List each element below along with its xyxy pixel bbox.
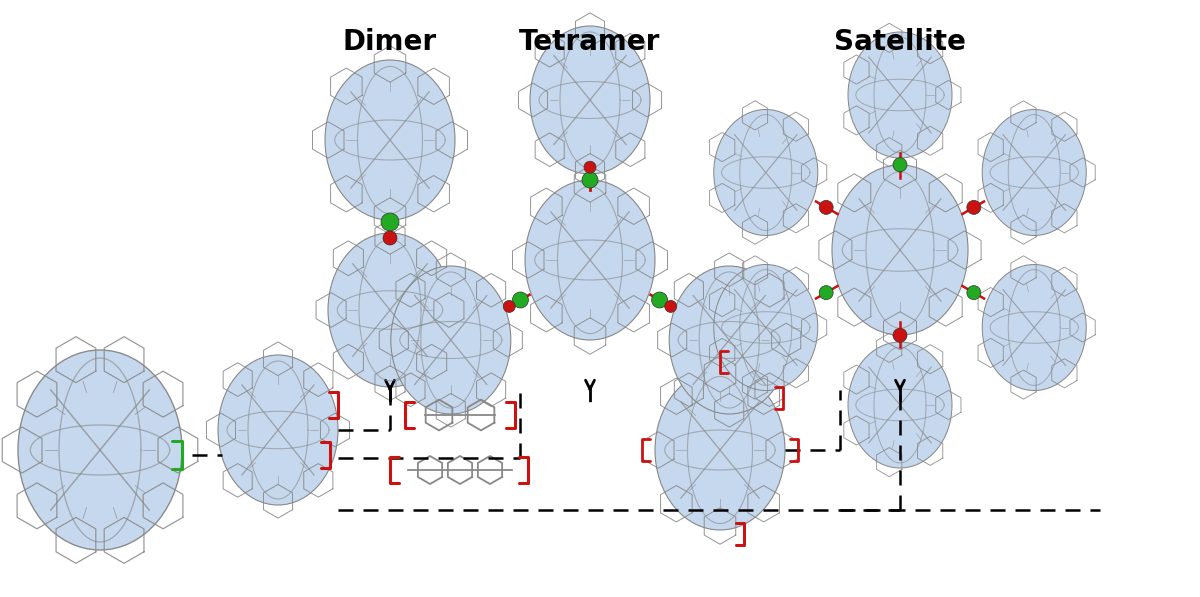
Ellipse shape [218, 355, 338, 505]
Ellipse shape [983, 109, 1086, 235]
Ellipse shape [714, 109, 817, 235]
Circle shape [893, 158, 907, 172]
Circle shape [820, 201, 833, 214]
Circle shape [665, 300, 677, 312]
Circle shape [893, 328, 907, 342]
Ellipse shape [530, 26, 650, 174]
Ellipse shape [391, 266, 511, 414]
Ellipse shape [670, 266, 790, 414]
Circle shape [382, 213, 398, 231]
Ellipse shape [325, 60, 455, 220]
Ellipse shape [848, 32, 952, 158]
Circle shape [820, 285, 833, 300]
Circle shape [383, 231, 397, 245]
Ellipse shape [714, 264, 817, 390]
Ellipse shape [832, 165, 968, 335]
Ellipse shape [526, 180, 655, 340]
Circle shape [512, 292, 528, 308]
Circle shape [652, 292, 667, 308]
Text: Dimer: Dimer [343, 28, 437, 56]
Ellipse shape [328, 233, 452, 387]
Ellipse shape [18, 350, 182, 550]
Text: Satellite: Satellite [834, 28, 966, 56]
Text: Tetramer: Tetramer [520, 28, 661, 56]
Ellipse shape [983, 264, 1086, 390]
Circle shape [967, 285, 980, 300]
Circle shape [967, 201, 980, 214]
Ellipse shape [848, 342, 952, 468]
Circle shape [503, 300, 515, 312]
Circle shape [584, 161, 596, 173]
Ellipse shape [655, 370, 785, 530]
Circle shape [582, 172, 598, 188]
